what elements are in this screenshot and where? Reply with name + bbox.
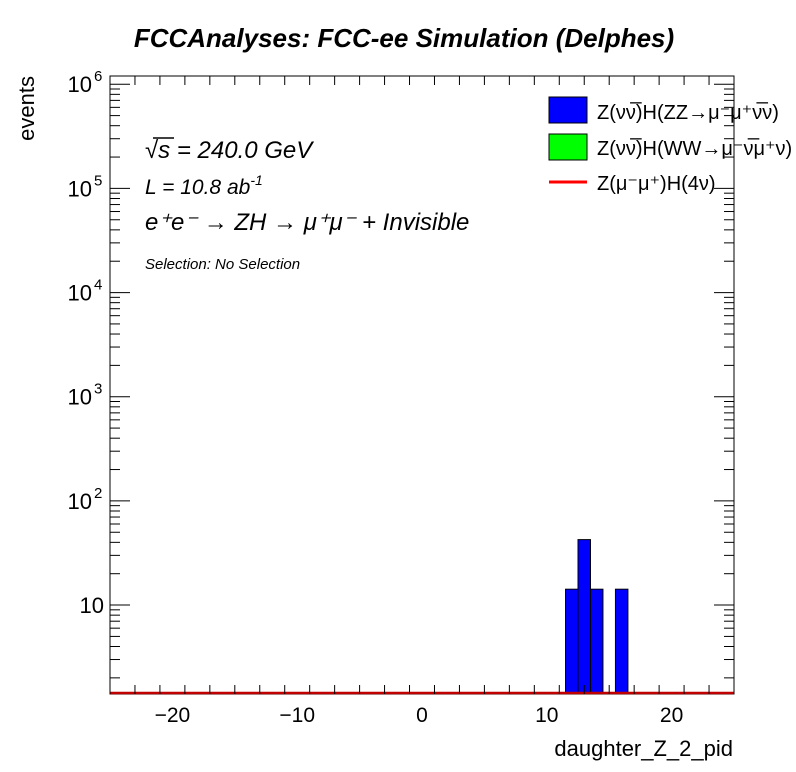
y-tick-label: 10 — [80, 593, 104, 618]
selection-annotation: Selection: No Selection — [145, 256, 300, 273]
axis-ticks — [109, 76, 735, 694]
bar-0-3 — [614, 588, 629, 695]
legend-label-zz: Z(νν̅)H(ZZ→μ⁻μ⁺ν̅ν) — [597, 101, 779, 124]
process-annotation: e⁺e⁻ → ZH → μ⁺μ⁻ + Invisible — [145, 209, 469, 236]
sqrt-s-annotation: √s = 240.0 GeV — [145, 137, 314, 164]
x-tick-labels: −20 −10 0 10 20 — [155, 704, 684, 727]
chart-title: FCCAnalyses: FCC-ee Simulation (Delphes) — [134, 23, 674, 53]
y-tick-exponent: 2 — [94, 485, 102, 502]
bar-0-1 — [577, 539, 591, 695]
y-tick-label: 10 — [68, 72, 92, 97]
legend-swatch-zz — [548, 96, 588, 124]
y-tick-label: 10 — [68, 385, 92, 410]
lumi-annotation: L = 10.8 ab-1 — [145, 172, 263, 199]
bar-0-0 — [565, 588, 579, 695]
y-tick-label: 10 — [68, 281, 92, 306]
x-tick-label: 10 — [535, 704, 558, 727]
y-axis-label: events — [14, 76, 39, 141]
plot-frame — [109, 75, 735, 695]
x-tick-label: −10 — [279, 704, 315, 727]
y-tick-label: 10 — [68, 176, 92, 201]
x-tick-label: −20 — [155, 704, 191, 727]
legend-swatch-ww — [548, 133, 588, 161]
x-tick-label: 20 — [660, 704, 683, 727]
legend: Z(νν̅)H(ZZ→μ⁻μ⁺ν̅ν) Z(νν̅)H(WW→μ⁻ν̅μ⁺ν) … — [548, 96, 792, 195]
legend-label-4nu: Z(μ⁻μ⁺)H(4ν) — [597, 173, 716, 195]
y-tick-exponent: 3 — [94, 381, 102, 398]
y-tick-exponent: 4 — [94, 277, 102, 294]
legend-label-ww: Z(νν̅)H(WW→μ⁻ν̅μ⁺ν) — [597, 137, 792, 160]
y-tick-exponent: 5 — [94, 172, 102, 189]
y-tick-label: 10 — [68, 489, 92, 514]
histogram-bars — [565, 539, 629, 695]
bar-0-2 — [589, 588, 604, 695]
y-tick-exponent: 6 — [94, 68, 102, 85]
x-tick-label: 0 — [416, 704, 428, 727]
x-axis-label: daughter_Z_2_pid — [554, 736, 733, 761]
